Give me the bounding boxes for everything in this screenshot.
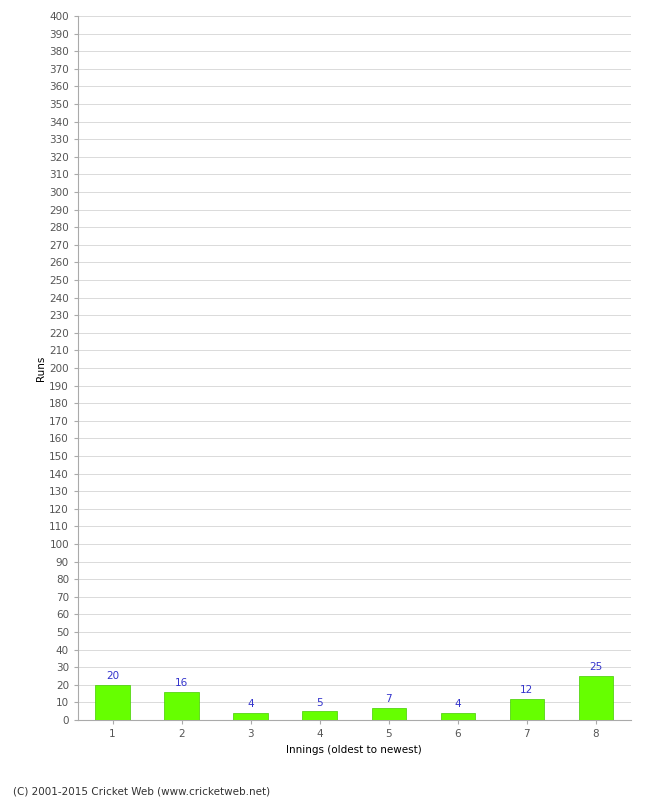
Y-axis label: Runs: Runs <box>36 355 46 381</box>
Text: 16: 16 <box>175 678 188 688</box>
Bar <box>164 692 199 720</box>
Text: (C) 2001-2015 Cricket Web (www.cricketweb.net): (C) 2001-2015 Cricket Web (www.cricketwe… <box>13 786 270 796</box>
Text: 12: 12 <box>520 686 534 695</box>
Text: 5: 5 <box>317 698 323 708</box>
Text: 7: 7 <box>385 694 392 704</box>
Text: 4: 4 <box>248 699 254 710</box>
Bar <box>441 713 475 720</box>
Bar <box>233 713 268 720</box>
Bar <box>372 708 406 720</box>
Text: 25: 25 <box>590 662 603 673</box>
Bar <box>302 711 337 720</box>
Text: 4: 4 <box>454 699 461 710</box>
Bar <box>96 685 130 720</box>
Text: 20: 20 <box>106 671 119 682</box>
Bar <box>510 699 544 720</box>
Bar <box>578 676 613 720</box>
X-axis label: Innings (oldest to newest): Innings (oldest to newest) <box>287 745 422 754</box>
